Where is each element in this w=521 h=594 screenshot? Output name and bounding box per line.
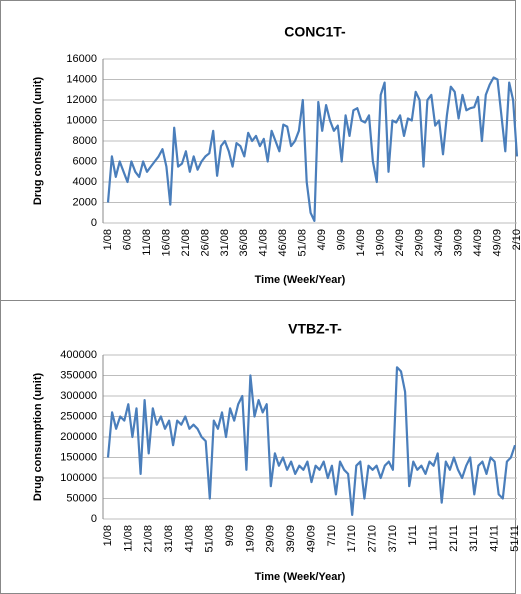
- x-tick-label: 51/08: [297, 229, 309, 257]
- y-tick-label: 300000: [60, 390, 97, 402]
- x-tick-label: 4/09: [316, 229, 328, 250]
- x-tick-label: 39/09: [452, 229, 464, 257]
- x-tick-label: 51/11: [509, 525, 521, 552]
- x-tick-label: 37/10: [387, 525, 399, 553]
- x-tick-label: 2/10: [511, 229, 521, 250]
- x-tick-label: 19/09: [244, 525, 256, 553]
- x-tick-label: 51/08: [204, 525, 216, 553]
- y-tick-label: 400000: [60, 349, 97, 361]
- x-tick-label: 49/09: [491, 229, 503, 257]
- y-tick-label: 0: [91, 217, 97, 229]
- data-line: [106, 366, 517, 516]
- y-tick-label: 6000: [73, 155, 97, 167]
- y-tick-label: 8000: [73, 135, 97, 147]
- y-tick-label: 12000: [66, 94, 97, 106]
- y-tick-label: 10000: [66, 114, 97, 126]
- y-axis-title: Drug consumption (unit): [32, 77, 44, 206]
- data-line: [106, 76, 519, 222]
- x-tick-label: 44/09: [472, 229, 484, 257]
- x-axis-title: Time (Week/Year): [255, 571, 346, 583]
- x-tick-label: 1/11: [407, 525, 419, 546]
- x-tick-label: 19/09: [375, 229, 387, 257]
- y-tick-label: 150000: [60, 451, 97, 463]
- y-tick-label: 4000: [73, 176, 97, 188]
- y-axis-title: Drug consumption (unit): [32, 373, 44, 502]
- x-tick-label: 27/10: [366, 525, 378, 553]
- x-tick-label: 21/11: [448, 525, 460, 552]
- x-tick-label: 31/11: [468, 525, 480, 552]
- x-tick-label: 31/08: [219, 229, 231, 257]
- x-tick-label: 11/08: [122, 525, 134, 552]
- x-tick-label: 29/09: [265, 525, 277, 553]
- x-tick-label: 29/09: [414, 229, 426, 257]
- y-tick-label: 14000: [66, 73, 97, 85]
- y-tick-label: 350000: [60, 369, 97, 381]
- x-tick-label: 11/08: [141, 229, 153, 256]
- x-tick-label: 41/11: [489, 525, 501, 552]
- x-tick-label: 46/08: [277, 229, 289, 257]
- y-tick-label: 2000: [73, 196, 97, 208]
- x-tick-label: 26/08: [199, 229, 211, 257]
- x-tick-label: 24/09: [394, 229, 406, 257]
- x-tick-label: 11/11: [428, 525, 440, 551]
- x-tick-label: 1/08: [102, 525, 114, 546]
- x-tick-label: 31/08: [163, 525, 175, 553]
- x-tick-label: 34/09: [433, 229, 445, 257]
- x-tick-label: 49/09: [305, 525, 317, 553]
- x-tick-label: 41/08: [258, 229, 270, 257]
- x-tick-label: 9/09: [336, 229, 348, 250]
- chart-title: VTBZ-T-: [288, 321, 342, 337]
- y-tick-label: 16000: [66, 53, 97, 65]
- x-tick-label: 6/08: [121, 229, 133, 250]
- x-tick-label: 41/08: [183, 525, 195, 553]
- y-tick-label: 50000: [66, 492, 97, 504]
- x-tick-label: 17/10: [346, 525, 358, 553]
- chart-title: CONC1T-: [284, 24, 346, 40]
- x-tick-label: 7/10: [326, 525, 338, 546]
- y-tick-label: 200000: [60, 431, 97, 443]
- x-tick-label: 39/09: [285, 525, 297, 553]
- x-axis-title: Time (Week/Year): [255, 274, 346, 286]
- x-tick-label: 9/09: [224, 525, 236, 546]
- x-tick-label: 16/08: [160, 229, 172, 257]
- x-tick-label: 1/08: [102, 229, 114, 250]
- x-tick-label: 21/08: [143, 525, 155, 553]
- y-tick-label: 100000: [60, 472, 97, 484]
- y-tick-label: 0: [91, 513, 97, 525]
- x-tick-label: 36/08: [238, 229, 250, 257]
- x-tick-label: 21/08: [180, 229, 192, 257]
- y-tick-label: 250000: [60, 410, 97, 422]
- x-tick-label: 14/09: [355, 229, 367, 257]
